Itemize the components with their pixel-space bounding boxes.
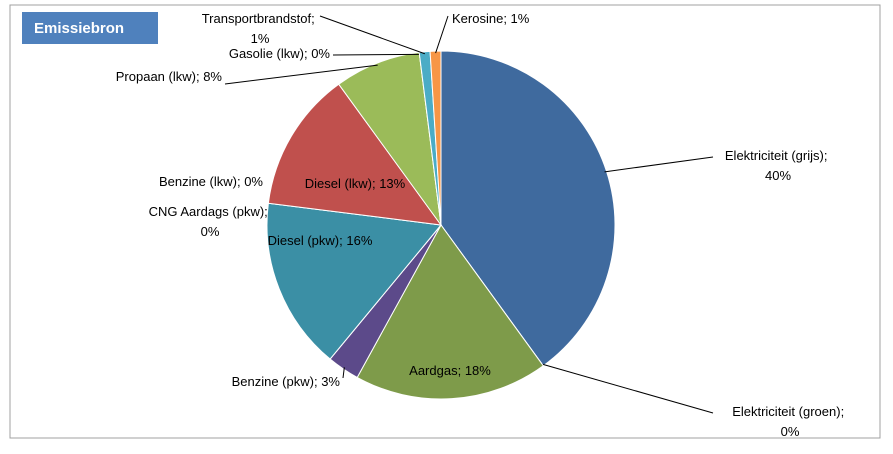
label-name: Elektriciteit (groen) (732, 404, 840, 419)
pie-slice (266, 202, 442, 360)
data-label: Elektriciteit (grijs); 40% (725, 148, 831, 183)
data-label: Diesel (pkw); 16% (268, 233, 373, 248)
label-value: 16% (346, 233, 372, 248)
label-value: 1% (511, 11, 530, 26)
label-value: 0% (781, 424, 800, 439)
label-separator: ; (339, 233, 346, 248)
label-name: Benzine (lkw) (159, 174, 237, 189)
label-value: 0% (201, 224, 220, 239)
label-name: Elektriciteit (grijs) (725, 148, 824, 163)
leader-line (435, 15, 449, 54)
label-name: Diesel (lkw) (305, 176, 372, 191)
data-label: Benzine (lkw); 0% (159, 174, 263, 189)
label-separator: ; (196, 69, 203, 84)
label-value: 0% (244, 174, 263, 189)
data-label: Transportbrandstof; 1% (202, 11, 319, 46)
leader-line (332, 53, 420, 56)
label-value: 18% (465, 363, 491, 378)
data-label: Kerosine; 1% (452, 11, 530, 26)
label-name: Aardgas (409, 363, 458, 378)
leader-line (342, 367, 345, 379)
data-label: Elektriciteit (groen); 0% (732, 404, 848, 439)
label-separator: ; (372, 176, 379, 191)
label-separator: ; (304, 46, 311, 61)
pie-slice (356, 224, 544, 400)
label-separator: ; (311, 11, 318, 26)
pie-slice (267, 83, 443, 226)
label-separator: ; (503, 11, 510, 26)
data-label: CNG Aardags (pkw); 0% (149, 204, 272, 239)
label-value: 1% (251, 31, 270, 46)
label-value: 13% (379, 176, 405, 191)
label-separator: ; (458, 363, 465, 378)
label-separator: ; (237, 174, 244, 189)
title-box (22, 12, 158, 44)
label-name: Transportbrandstof (202, 11, 312, 26)
label-separator: ; (314, 374, 321, 389)
pie-slice (429, 50, 442, 226)
leader-line (541, 363, 714, 414)
data-label: Aardgas; 18% (409, 363, 491, 378)
data-label: Benzine (pkw); 3% (232, 374, 341, 389)
label-value: 0% (311, 46, 330, 61)
leader-line (604, 156, 714, 173)
label-name: Diesel (pkw) (268, 233, 340, 248)
label-separator: ; (824, 148, 831, 163)
leader-line (224, 64, 378, 85)
leader-line (319, 15, 425, 55)
data-label: Propaan (lkw); 8% (116, 69, 223, 84)
label-separator: ; (841, 404, 848, 419)
data-label: Diesel (lkw); 13% (305, 176, 406, 191)
data-label: Gasolie (lkw); 0% (229, 46, 331, 61)
label-name: CNG Aardags (pkw) (149, 204, 265, 219)
label-name: Propaan (lkw) (116, 69, 196, 84)
label-name: Benzine (pkw) (232, 374, 314, 389)
label-value: 3% (321, 374, 340, 389)
label-value: 8% (203, 69, 222, 84)
label-name: Gasolie (lkw) (229, 46, 304, 61)
chart-title: Emissiebron (34, 20, 124, 37)
label-name: Kerosine (452, 11, 503, 26)
label-value: 40% (765, 168, 791, 183)
